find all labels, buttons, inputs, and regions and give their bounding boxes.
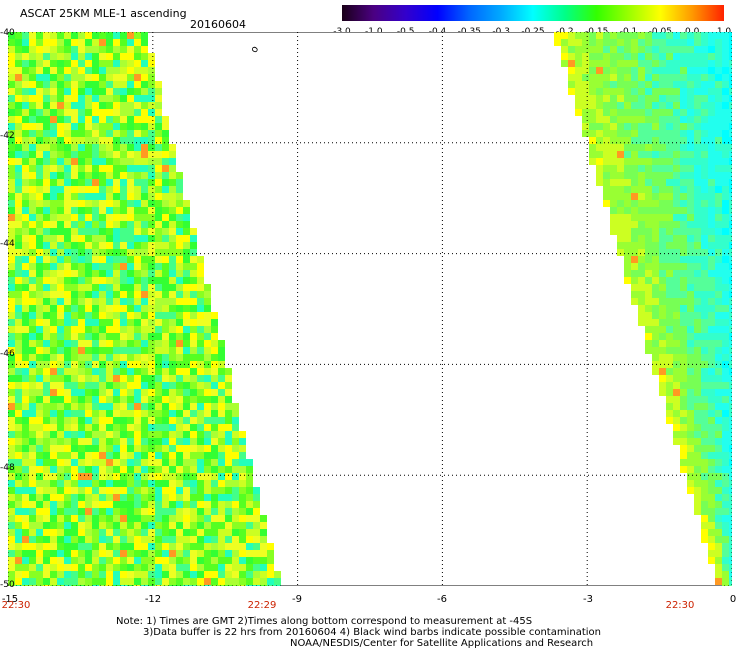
- lat-label: -46: [0, 349, 15, 359]
- lat-label: -44: [0, 239, 15, 249]
- lon-label: -3: [583, 594, 593, 605]
- lon-label: -6: [437, 594, 447, 605]
- colorbar: [342, 5, 724, 21]
- note-line-3: NOAA/NESDIS/Center for Satellite Applica…: [290, 638, 594, 649]
- product-date: 20160604: [190, 18, 246, 31]
- lat-label: -40: [0, 28, 15, 38]
- lon-label: -12: [144, 594, 162, 605]
- lon-label: -15: [1, 594, 19, 605]
- lon-label: 0: [729, 594, 737, 605]
- note-line-2: 3)Data buffer is 22 hrs from 20160604 4)…: [143, 627, 601, 638]
- wind-barb-icon: o: [249, 44, 262, 55]
- east-swath: [554, 32, 732, 586]
- time-label: 22:30: [665, 600, 695, 611]
- colorbar-gradient: [342, 5, 724, 21]
- lat-label: -50: [0, 580, 15, 590]
- note-line-1: Note: 1) Times are GMT 2)Times along bot…: [116, 616, 533, 627]
- time-label: 22:30: [1, 600, 31, 611]
- map-plot[interactable]: o: [8, 32, 732, 586]
- lat-label: -42: [0, 131, 15, 141]
- lon-label: -9: [292, 594, 302, 605]
- product-title: ASCAT 25KM MLE-1 ascending: [20, 7, 187, 20]
- graticule: [8, 32, 732, 586]
- west-swath: [8, 32, 281, 586]
- lat-label: -48: [0, 463, 15, 473]
- time-label: 22:29: [247, 600, 277, 611]
